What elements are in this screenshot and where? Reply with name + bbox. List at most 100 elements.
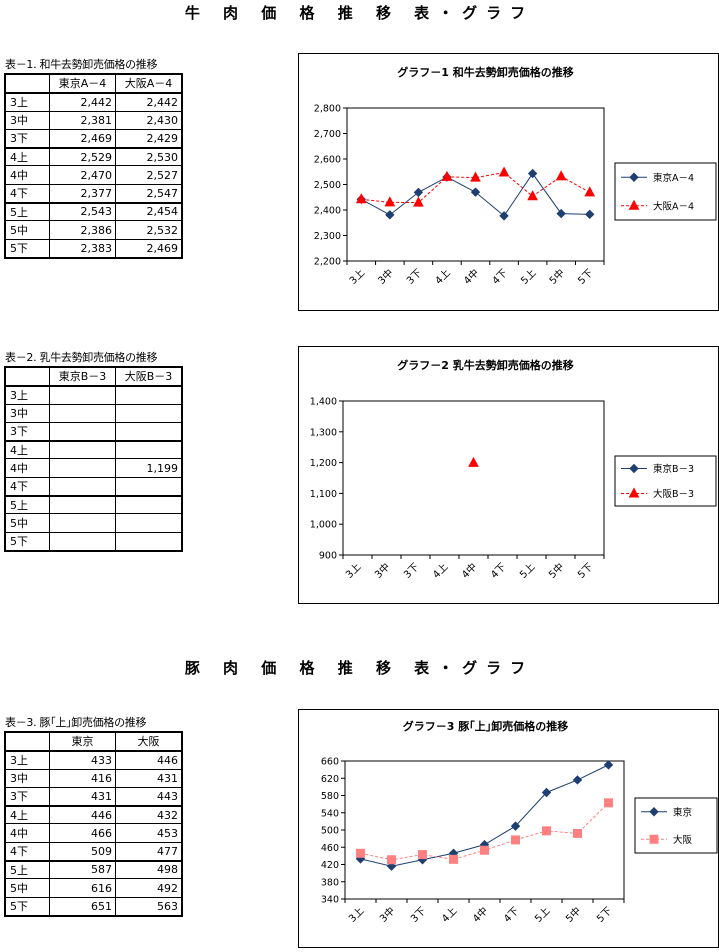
data-point — [527, 190, 538, 201]
table-cell — [115, 476, 182, 497]
data-point — [603, 760, 614, 770]
y-tick-label: 580 — [321, 791, 339, 802]
data-point — [585, 209, 595, 220]
row-label: 3下 — [5, 786, 50, 807]
row-label: 3下 — [5, 421, 50, 442]
table-cell: 2,527 — [115, 165, 182, 185]
y-tick-label: 1,000 — [310, 520, 337, 531]
x-tick-label: 3下 — [402, 562, 421, 581]
x-tick-label: 3下 — [409, 906, 428, 925]
table-row: 4中 2,470 2,527 — [5, 165, 182, 185]
table2-dairy-steer-prices: 東京B－3 大阪B－3 3上 3中 3下 4上 4中 1,199 4下 5上 5中 5下 — [4, 366, 183, 552]
data-point — [418, 850, 427, 860]
chart3-svg: グラフ－3 豚｢上｣卸売価格の推移 340 380 420 460 500 540 580 62… — [321, 719, 718, 925]
row-label: 3上 — [5, 749, 50, 770]
table-cell — [49, 494, 116, 515]
y-tick-label: 2,700 — [314, 129, 341, 140]
x-tick-label: 5上 — [517, 561, 537, 581]
y-tick-label: 540 — [321, 808, 339, 819]
row-label: 3中 — [5, 768, 50, 788]
data-point — [498, 166, 510, 177]
x-tick-label: 5下 — [595, 906, 614, 925]
table-cell: 498 — [115, 859, 182, 880]
data-point — [555, 170, 567, 181]
table-cell — [115, 421, 182, 442]
data-point — [384, 196, 396, 207]
table-header-row: 東京 大阪 — [5, 731, 182, 752]
row-label: 3下 — [5, 128, 50, 149]
table-row: 3中 — [5, 403, 182, 423]
y-tick-label: 1,300 — [310, 427, 337, 438]
table-row: 3上 — [5, 384, 182, 405]
series-2 — [468, 456, 479, 467]
table-cell: 2,470 — [49, 165, 116, 185]
table-cell: 443 — [115, 786, 182, 807]
chart1-wagyu: グラフ－1 和牛去勢卸売価格の推移 2,200 2,300 2,400 2,500 2,6… — [298, 53, 719, 311]
data-point — [511, 835, 520, 845]
table-cell: 563 — [115, 896, 182, 916]
table-row: 3下 431 443 — [5, 786, 182, 807]
y-tick-label: 500 — [321, 826, 339, 837]
legend-label: 大阪B－3 — [653, 488, 694, 500]
table-cell — [49, 513, 116, 533]
table-row: 4下 509 477 — [5, 841, 182, 862]
beef-section-title: 牛 肉 価 格 推 移 表・グラフ — [184, 4, 535, 22]
table-cell: 431 — [115, 768, 182, 788]
table-cell: 587 — [49, 859, 116, 880]
table-cell: 2,377 — [49, 183, 116, 204]
data-point — [355, 193, 367, 204]
row-label: 5中 — [5, 220, 50, 240]
table-cell: 466 — [49, 823, 116, 843]
y-tick-label: 1,400 — [310, 397, 337, 408]
table-cell: 2,529 — [49, 146, 116, 167]
table-cell: 2,442 — [115, 91, 182, 112]
series-1 — [355, 760, 614, 871]
data-point — [387, 855, 396, 865]
data-point — [510, 821, 521, 831]
table-cell: 432 — [115, 804, 182, 825]
y-tick-label: 2,400 — [314, 206, 341, 217]
chart1-svg: グラフ－1 和牛去勢卸売価格の推移 2,200 2,300 2,400 2,500 2,6… — [314, 65, 717, 287]
y-tick-label: 660 — [321, 757, 339, 768]
chart2-dairy-steer: グラフ－2 乳牛去勢卸売価格の推移 900 1,000 1,100 1,200 1,300… — [298, 346, 719, 604]
y-tick-label: 1,200 — [310, 458, 337, 469]
row-label: 4上 — [5, 804, 50, 825]
row-label: 5下 — [5, 238, 50, 258]
row-label: 4下 — [5, 183, 50, 204]
table-row: 4上 2,529 2,530 — [5, 146, 182, 167]
series-2 — [356, 798, 613, 865]
y-tick-label: 460 — [321, 843, 339, 854]
table-row: 4中 1,199 — [5, 458, 182, 478]
x-tick-label: 5中 — [546, 266, 567, 287]
table-cell: 2,429 — [115, 128, 182, 149]
row-label: 4中 — [5, 823, 50, 843]
data-point — [413, 187, 424, 198]
table-cell: 1,199 — [115, 458, 182, 478]
table-cell: 2,381 — [49, 110, 116, 130]
table1-wagyu-prices: 東京A－4 大阪A－4 3上 2,442 2,442 3中 2,381 2,430 3下 2,46… — [4, 73, 183, 259]
table-cell: 2,543 — [49, 201, 116, 222]
table3-caption: 表－3. 豚｢上｣卸売価格の推移 — [5, 716, 147, 729]
table-cell — [49, 531, 116, 551]
legend-marker — [628, 487, 640, 498]
x-tick-label: 5下 — [576, 268, 595, 287]
chart-legend: 東京A－4 大阪A－4 — [614, 162, 717, 221]
table-cell — [115, 531, 182, 551]
table-row: 4上 446 432 — [5, 804, 182, 825]
table-row: 4中 466 453 — [5, 823, 182, 843]
y-tick-label: 620 — [321, 774, 339, 785]
table-cell: 453 — [115, 823, 182, 843]
table-cell: 2,547 — [115, 183, 182, 204]
series-1 — [356, 168, 595, 221]
table-row: 3上 433 446 — [5, 749, 182, 770]
table-cell — [115, 494, 182, 515]
row-label: 5中 — [5, 878, 50, 898]
chart-title: グラフ－1 和牛去勢卸売価格の推移 — [397, 65, 573, 79]
plot-area — [342, 400, 605, 556]
row-label: 3上 — [5, 384, 50, 405]
table-row: 5下 2,383 2,469 — [5, 238, 182, 258]
x-tick-label: 3上 — [343, 561, 363, 581]
table3-pork-prices: 東京 大阪 3上 433 446 3中 416 431 3下 431 443 4上 446 432 4中 46… — [4, 731, 183, 917]
table-row: 5上 — [5, 494, 182, 515]
x-tick-label: 4下 — [489, 562, 508, 581]
